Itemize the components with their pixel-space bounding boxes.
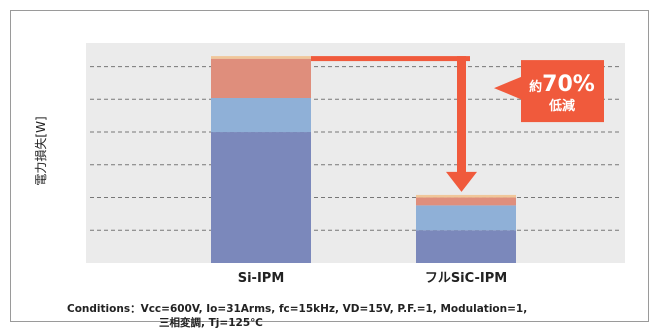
bar-segment bbox=[416, 230, 516, 263]
bar-segment bbox=[211, 58, 311, 98]
bar-stacks bbox=[211, 56, 516, 263]
reduction-label: 低減 bbox=[548, 98, 575, 114]
bar-segment bbox=[211, 132, 311, 263]
reduction-annotation: 約70%低減 bbox=[311, 56, 604, 192]
x-tick-label: フルSiC-IPM bbox=[425, 271, 507, 286]
arrow-shaft bbox=[457, 56, 466, 174]
power-loss-chart: 電力損失[W] Si-IPM フルSiC-IPM 約70%低減 bbox=[33, 43, 625, 286]
y-axis-label: 電力損失[W] bbox=[33, 116, 48, 185]
bar-segment bbox=[211, 56, 311, 59]
x-tick-label: Si-IPM bbox=[238, 271, 285, 286]
callout-pointer bbox=[494, 76, 523, 101]
bar-segment bbox=[211, 98, 311, 133]
bar-segment bbox=[416, 197, 516, 206]
chart-frame: 電力損失[W] Si-IPM フルSiC-IPM 約70% 低減 Condition… bbox=[10, 10, 649, 329]
test-conditions: Conditions：Vcc=600V, Io=31Arms, fc=15kHz… bbox=[67, 302, 657, 330]
arrow-head bbox=[446, 171, 477, 192]
bar-segment bbox=[416, 205, 516, 231]
conditions-line-2: 三相変調, Tj=125℃ bbox=[159, 317, 263, 329]
conditions-line-1: Conditions：Vcc=600V, Io=31Arms, fc=15kHz… bbox=[67, 303, 528, 315]
reduction-value: 70% bbox=[542, 72, 595, 97]
connector-line bbox=[311, 56, 470, 62]
bar-segment bbox=[416, 194, 516, 198]
callout-box bbox=[521, 60, 604, 123]
reduction-percent: 約70% bbox=[529, 72, 595, 97]
reduction-prefix: 約 bbox=[529, 79, 542, 95]
x-axis-labels: Si-IPM フルSiC-IPM bbox=[238, 271, 507, 286]
